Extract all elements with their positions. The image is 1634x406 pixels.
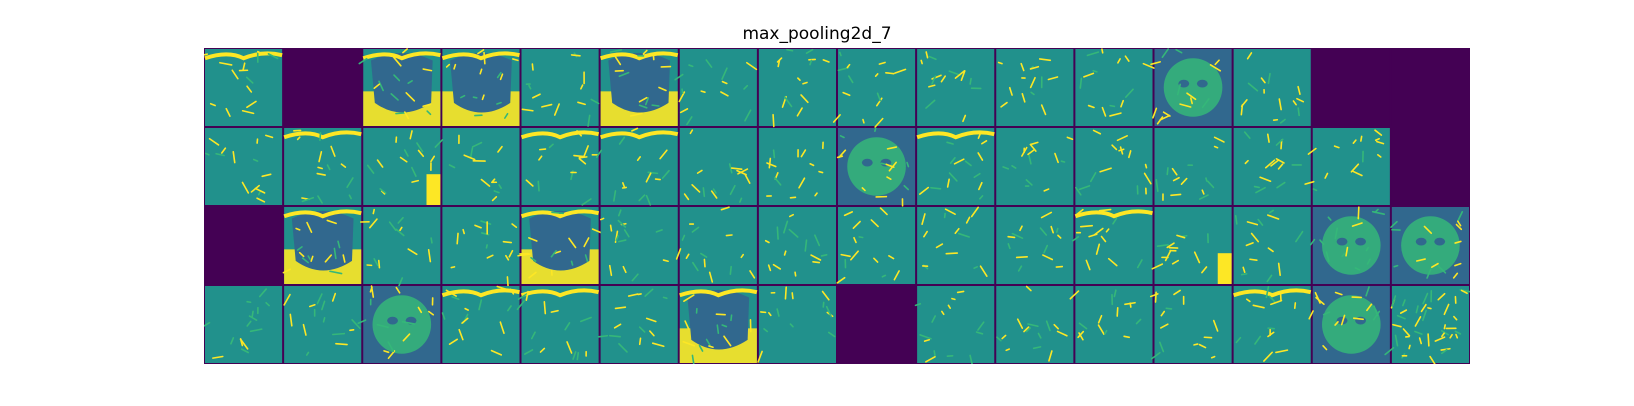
- feature-map-tile: [1149, 286, 1232, 363]
- feature-map-tile: [359, 207, 441, 290]
- feature-map-tile: [996, 285, 1074, 363]
- feature-map-tile: [1309, 206, 1390, 284]
- feature-map-tile: [1151, 207, 1232, 284]
- feature-map-tile: [1232, 285, 1312, 363]
- feature-map-tile: [675, 206, 757, 284]
- feature-map-tile: [363, 128, 441, 205]
- feature-map-tile: [1233, 49, 1311, 126]
- feature-map-tile: [1304, 128, 1390, 205]
- feature-map-tile: [357, 285, 441, 363]
- feature-map-tile: [679, 286, 758, 364]
- feature-map-tile: [205, 207, 283, 284]
- feature-map-tile: [757, 286, 836, 363]
- feature-map-tile: [599, 49, 679, 126]
- feature-map-tile: [521, 49, 600, 127]
- feature-map-tile: [996, 49, 1074, 126]
- feature-map-tile: [597, 286, 678, 363]
- feature-map-tile: [442, 207, 520, 289]
- figure-title: max_pooling2d_7: [742, 24, 892, 44]
- feature-map-tile: [516, 286, 600, 363]
- feature-map-tile: [441, 49, 520, 126]
- feature-map-tile: [1233, 128, 1311, 205]
- feature-map-tile: [917, 206, 995, 284]
- feature-map-tile: [1233, 207, 1311, 284]
- feature-map-tile: [1308, 286, 1390, 363]
- feature-map-tile: [1150, 48, 1232, 126]
- feature-map-tile: [283, 128, 362, 205]
- feature-map-tile: [838, 286, 916, 363]
- feature-map-tile: [441, 285, 520, 363]
- feature-map-tile: [284, 49, 362, 126]
- feature-map-tile: [204, 128, 283, 205]
- feature-map-tile: [1075, 48, 1155, 126]
- feature-map-tile: [758, 48, 836, 128]
- feature-map-tile: [434, 128, 520, 205]
- feature-map-tile: [1391, 128, 1469, 205]
- feature-map-tile: [282, 207, 362, 284]
- feature-map-tile: [832, 49, 916, 128]
- feature-map-tile: [674, 49, 758, 126]
- feature-map-tile: [204, 286, 283, 363]
- feature-map-tile: [1154, 128, 1232, 205]
- feature-map-tile: [758, 128, 836, 205]
- feature-map-tile: [1312, 49, 1390, 126]
- feature-map-tile: [517, 207, 603, 284]
- feature-map-tile: [358, 48, 441, 126]
- feature-map-tile: [996, 207, 1074, 284]
- feature-map-tile: [914, 286, 995, 364]
- feature-map-grid: [204, 48, 1470, 364]
- feature-map-tile: [1069, 286, 1153, 363]
- feature-map-tile: [1075, 128, 1153, 205]
- feature-map-tile: [595, 127, 679, 206]
- feature-map-tile: [599, 207, 678, 284]
- feature-map-tile: [758, 207, 836, 284]
- feature-map-tile: [836, 127, 916, 207]
- feature-map-tile: [1390, 207, 1469, 284]
- feature-map-tile: [836, 207, 916, 284]
- feature-map-tile: [1384, 286, 1470, 364]
- feature-map-tile: [283, 286, 362, 363]
- feature-map-tile: [916, 128, 995, 205]
- feature-map-tile: [1072, 207, 1153, 284]
- feature-map-tile: [1391, 49, 1469, 126]
- feature-map-tile: [204, 49, 283, 126]
- feature-map-tile: [679, 128, 757, 205]
- feature-map-tile: [520, 128, 600, 206]
- feature-map-tile: [996, 128, 1074, 205]
- feature-map-tile: [917, 49, 995, 126]
